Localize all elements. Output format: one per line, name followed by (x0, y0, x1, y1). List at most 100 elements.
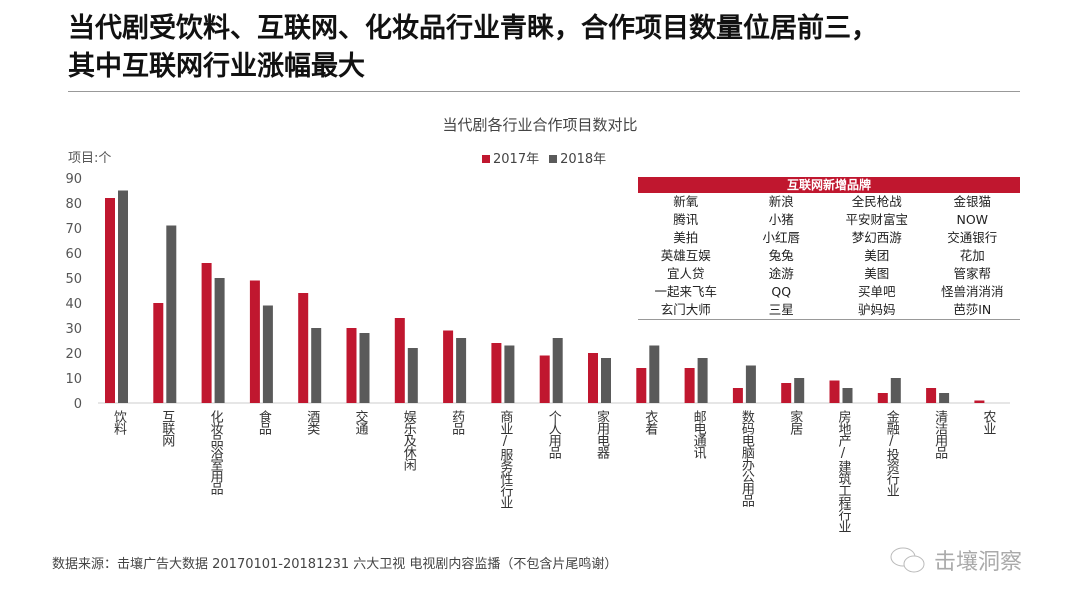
table-cell: 英雄互娱 (660, 248, 711, 263)
x-tick-label: 家用电器 (594, 410, 609, 458)
table-cell: 玄门大师 (660, 302, 711, 317)
x-tick-label: 家居 (787, 410, 803, 434)
bar-2018年 (359, 333, 370, 403)
table-cell: 怪兽消消消 (940, 284, 1004, 299)
bar-2018年 (649, 345, 660, 403)
bar-2018年 (311, 328, 322, 403)
bar-2018年 (697, 358, 708, 403)
bar-2018年 (214, 278, 225, 403)
bar-2017年 (781, 383, 792, 403)
slide-title: 当代剧受饮料、互联网、化妆品行业青睐，合作项目数量位居前三， 其中互联网行业涨幅最… (68, 10, 878, 86)
bar-2017年 (394, 318, 405, 403)
legend-item-2018: 2018年 (549, 148, 606, 167)
y-tick-label: 30 (65, 322, 82, 337)
bar-2018年 (552, 338, 563, 403)
x-tick-label: 娱乐及休闲 (400, 410, 416, 470)
bar-2017年 (588, 353, 598, 403)
table-cell: 美拍 (673, 230, 699, 245)
y-tick-label: 0 (74, 397, 82, 412)
table-cell: 平安财富宝 (845, 212, 908, 227)
y-tick-label: 40 (65, 297, 82, 312)
bar-2018年 (939, 393, 950, 403)
bar-2017年 (443, 330, 454, 403)
table-row: 美拍 小红唇 梦幻西游 交通银行 (638, 229, 1020, 247)
bar-2018年 (456, 338, 467, 403)
table-cell: 金银猫 (953, 194, 991, 209)
table-cell: QQ (771, 284, 792, 299)
title-line-2: 其中互联网行业涨幅最大 (68, 51, 365, 82)
legend-label: 2017年 (493, 152, 540, 167)
table-cell: 小红唇 (762, 230, 800, 245)
x-tick-label: 酒类 (304, 410, 320, 434)
table-cell: 驴妈妈 (857, 302, 896, 317)
bar-2017年 (829, 380, 840, 403)
bar-2018年 (166, 225, 177, 403)
table-cell: 一起来飞车 (654, 284, 717, 299)
x-tick-label: 商业/服务性行业 (497, 410, 513, 508)
table-cell: 新氧 (673, 194, 699, 209)
table-cell: 花加 (959, 248, 985, 263)
table-cell: NOW (956, 212, 989, 227)
bar-2018年 (842, 388, 853, 403)
bar-2017年 (636, 368, 647, 403)
table-row: 宜人贷 途游 美图 管家帮 (638, 265, 1020, 283)
bar-2018年 (504, 345, 515, 403)
logo-text: 击壤洞察 (934, 550, 1023, 575)
table-cell: 芭莎IN (953, 302, 992, 317)
bar-2017年 (491, 343, 502, 403)
y-tick-label: 70 (65, 222, 82, 237)
table-row: 英雄互娱 兔兔 美团 花加 (638, 247, 1020, 265)
table-row: 腾讯 小猪 平安财富宝 NOW (638, 211, 1020, 229)
table-header: 互联网新增品牌 (638, 177, 1020, 193)
y-tick-label: 10 (65, 372, 82, 387)
legend: 2017年 2018年 (482, 148, 606, 167)
table-cell: 全民枪战 (851, 194, 902, 209)
table-cell: 买单吧 (857, 284, 896, 299)
table-cell: 宜人贷 (666, 266, 705, 281)
x-tick-label: 化妆品浴室用品 (207, 410, 223, 494)
table-cell: 新浪 (768, 194, 794, 209)
table-cell: 腾讯 (673, 212, 699, 227)
bar-2017年 (877, 393, 888, 403)
x-tick-label: 清洁用品 (932, 410, 948, 458)
y-tick-label: 60 (65, 247, 82, 262)
x-tick-label: 饮料 (111, 410, 126, 434)
bar-2017年 (684, 368, 695, 403)
x-tick-label: 农业 (980, 410, 996, 434)
bar-2018年 (407, 348, 418, 403)
wechat-icon (890, 547, 925, 573)
bar-2017年 (201, 263, 212, 403)
divider (68, 91, 1020, 92)
bar-2018年 (745, 365, 756, 403)
bar-2017年 (974, 400, 985, 403)
table-cell: 兔兔 (768, 248, 794, 263)
bar-2018年 (890, 378, 901, 403)
bar-2018年 (601, 358, 611, 403)
bar-2017年 (105, 198, 115, 403)
bar-2017年 (926, 388, 937, 403)
legend-label: 2018年 (560, 152, 607, 167)
bar-2018年 (262, 305, 273, 403)
table-row: 新氧 新浪 全民枪战 金银猫 (638, 193, 1020, 211)
bar-2017年 (298, 293, 309, 403)
data-source: 数据来源：击壤广告大数据 20170101-20181231 六大卫视 电视剧内… (52, 557, 618, 572)
bar-2017年 (539, 355, 550, 403)
bar-2017年 (153, 303, 164, 403)
x-tick-label: 衣着 (642, 410, 658, 434)
table-cell: 小猪 (768, 212, 794, 227)
brand-table: 互联网新增品牌 新氧 新浪 全民枪战 金银猫 腾讯 小猪 平安财富宝 NOW 美拍 小红唇 梦幻西游… (638, 177, 1020, 320)
x-tick-label: 个人用品 (545, 410, 561, 458)
legend-item-2017: 2017年 (482, 148, 539, 167)
title-line-1: 当代剧受饮料、互联网、化妆品行业青睐，合作项目数量位居前三， (68, 13, 878, 44)
table-row: 玄门大师 三星 驴妈妈 芭莎IN (638, 301, 1020, 319)
table-cell: 交通银行 (947, 230, 998, 245)
table-cell: 三星 (768, 302, 794, 317)
table-row: 一起来飞车 QQ 买单吧 怪兽消消消 (638, 283, 1020, 301)
table-cell: 美图 (864, 266, 890, 281)
x-tick-label: 互联网 (159, 410, 175, 446)
table-cell: 管家帮 (953, 266, 991, 281)
y-tick-label: 50 (65, 272, 82, 287)
y-tick-label: 80 (65, 197, 82, 212)
